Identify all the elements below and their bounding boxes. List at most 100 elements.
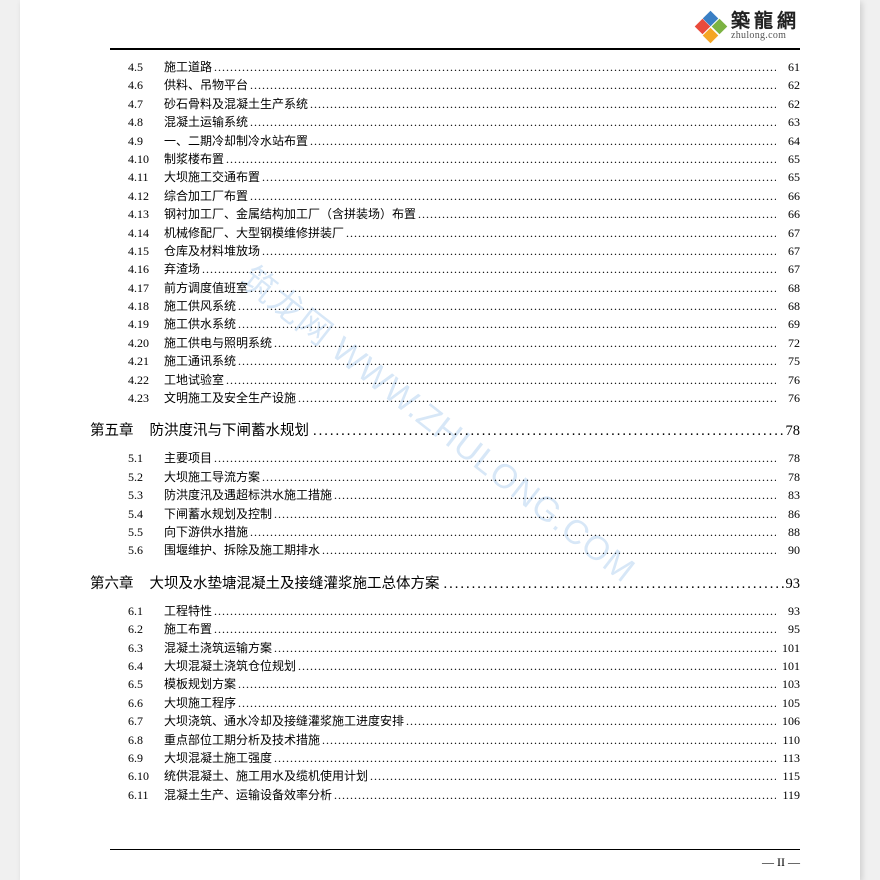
toc-item: 4.17前方调度值班室.............................… xyxy=(110,279,800,297)
toc-item-page: 101 xyxy=(776,641,800,656)
toc-item-title: 机械修配厂、大型钢模维修拼装厂 xyxy=(164,224,344,241)
logo-icon xyxy=(697,13,725,41)
toc-item: 6.3混凝土浇筑运输方案............................… xyxy=(110,639,800,657)
toc-leader-dots: ........................................… xyxy=(200,262,776,277)
toc-item-page: 65 xyxy=(776,152,800,167)
toc-leader-dots: ........................................… xyxy=(236,677,776,692)
toc-item-page: 75 xyxy=(776,354,800,369)
table-of-contents: 4.5施工道路.................................… xyxy=(110,58,800,804)
toc-item-title: 制浆楼布置 xyxy=(164,150,224,167)
toc-item-page: 115 xyxy=(776,769,800,784)
toc-item-page: 62 xyxy=(776,78,800,93)
toc-item-number: 6.8 xyxy=(110,733,164,748)
toc-item: 4.23文明施工及安全生产设施.........................… xyxy=(110,389,800,407)
toc-leader-dots: ........................................… xyxy=(248,78,776,93)
toc-item-title: 大坝施工导流方案 xyxy=(164,468,260,485)
toc-leader-dots: ........................................… xyxy=(320,543,776,558)
toc-item-number: 4.22 xyxy=(110,373,164,388)
toc-item-page: 67 xyxy=(776,244,800,259)
toc-item-number: 4.13 xyxy=(110,207,164,222)
logo-text-cn: 築龍網 xyxy=(731,12,800,31)
chapter-page: 93 xyxy=(786,576,801,593)
toc-item: 5.3防洪度汛及遇超标洪水施工措施.......................… xyxy=(110,486,800,504)
toc-item: 4.20施工供电与照明系统...........................… xyxy=(110,334,800,352)
toc-item-number: 4.7 xyxy=(110,97,164,112)
toc-item-number: 4.11 xyxy=(110,170,164,185)
toc-leader-dots: ........................................… xyxy=(248,525,776,540)
toc-item-page: 88 xyxy=(776,525,800,540)
toc-item-page: 69 xyxy=(776,317,800,332)
toc-item-page: 61 xyxy=(776,60,800,75)
toc-leader-dots: ........................................… xyxy=(260,170,776,185)
toc-item-page: 62 xyxy=(776,97,800,112)
toc-item-title: 模板规划方案 xyxy=(164,675,236,692)
toc-item-title: 围堰维护、拆除及施工期排水 xyxy=(164,541,320,558)
toc-item-page: 103 xyxy=(776,677,800,692)
toc-item: 4.22工地试验室...............................… xyxy=(110,371,800,389)
toc-item: 4.6供料、吊物平台..............................… xyxy=(110,76,800,94)
toc-leader-dots: ........................................… xyxy=(296,391,776,406)
toc-item-page: 67 xyxy=(776,226,800,241)
toc-item-page: 83 xyxy=(776,488,800,503)
toc-item-number: 4.15 xyxy=(110,244,164,259)
toc-item-page: 90 xyxy=(776,543,800,558)
toc-leader-dots: ........................................… xyxy=(344,226,776,241)
toc-item-number: 5.5 xyxy=(110,525,164,540)
toc-item-page: 64 xyxy=(776,134,800,149)
site-logo: 築龍網 zhulong.com xyxy=(697,12,800,41)
toc-leader-dots: ........................................… xyxy=(296,659,776,674)
toc-leader-dots: ........................................… xyxy=(404,714,776,729)
toc-item-number: 5.4 xyxy=(110,507,164,522)
toc-item-number: 6.1 xyxy=(110,604,164,619)
toc-leader-dots: ........................................… xyxy=(236,354,776,369)
toc-leader-dots: ........................................… xyxy=(332,488,776,503)
toc-item-title: 工地试验室 xyxy=(164,371,224,388)
toc-item-number: 6.6 xyxy=(110,696,164,711)
toc-item-page: 76 xyxy=(776,373,800,388)
toc-item-number: 5.6 xyxy=(110,543,164,558)
toc-leader-dots: ........................................… xyxy=(272,336,776,351)
toc-item-number: 6.4 xyxy=(110,659,164,674)
toc-item-number: 4.16 xyxy=(110,262,164,277)
toc-leader-dots: ........................................… xyxy=(260,244,776,259)
toc-item-page: 110 xyxy=(776,733,800,748)
toc-item-page: 66 xyxy=(776,189,800,204)
toc-item-page: 66 xyxy=(776,207,800,222)
toc-leader-dots: ........................................… xyxy=(308,97,776,112)
toc-item-title: 施工布置 xyxy=(164,620,212,637)
toc-leader-dots: ........................................… xyxy=(260,470,776,485)
toc-item: 4.12综合加工厂布置.............................… xyxy=(110,187,800,205)
toc-item-title: 文明施工及安全生产设施 xyxy=(164,389,296,406)
toc-item-number: 6.7 xyxy=(110,714,164,729)
toc-leader-dots: ........................................… xyxy=(224,152,776,167)
toc-leader-dots: ........................................… xyxy=(248,189,776,204)
toc-leader-dots: ........................................… xyxy=(320,733,776,748)
toc-item-number: 5.3 xyxy=(110,488,164,503)
toc-item-number: 4.23 xyxy=(110,391,164,406)
toc-item-page: 68 xyxy=(776,299,800,314)
toc-item-page: 105 xyxy=(776,696,800,711)
toc-item: 6.11混凝土生产、运输设备效率分析......................… xyxy=(110,786,800,804)
toc-item-page: 106 xyxy=(776,714,800,729)
toc-item-title: 砂石骨料及混凝土生产系统 xyxy=(164,95,308,112)
toc-item-page: 65 xyxy=(776,170,800,185)
toc-item-number: 4.21 xyxy=(110,354,164,369)
toc-item-title: 钢衬加工厂、金属结构加工厂（含拼装场）布置 xyxy=(164,205,416,222)
page-number: — II — xyxy=(762,855,800,870)
toc-item-number: 4.12 xyxy=(110,189,164,204)
toc-item-page: 72 xyxy=(776,336,800,351)
toc-item-number: 4.9 xyxy=(110,134,164,149)
toc-item: 4.13钢衬加工厂、金属结构加工厂（含拼装场）布置...............… xyxy=(110,205,800,223)
toc-leader-dots: ........................................… xyxy=(272,751,776,766)
toc-item-title: 施工通讯系统 xyxy=(164,352,236,369)
toc-item-title: 仓库及材料堆放场 xyxy=(164,242,260,259)
toc-item: 5.2大坝施工导流方案.............................… xyxy=(110,468,800,486)
toc-item: 4.10制浆楼布置...............................… xyxy=(110,150,800,168)
document-page: 築龍網 zhulong.com 筑龙网WWW.ZHULONG.COM 4.5施工… xyxy=(20,0,860,880)
toc-item-number: 4.17 xyxy=(110,281,164,296)
toc-item-title: 施工供水系统 xyxy=(164,315,236,332)
toc-item-title: 大坝施工交通布置 xyxy=(164,168,260,185)
toc-item-title: 施工供风系统 xyxy=(164,297,236,314)
toc-leader-dots: ........................................… xyxy=(236,696,776,711)
toc-item: 5.1主要项目.................................… xyxy=(110,449,800,467)
